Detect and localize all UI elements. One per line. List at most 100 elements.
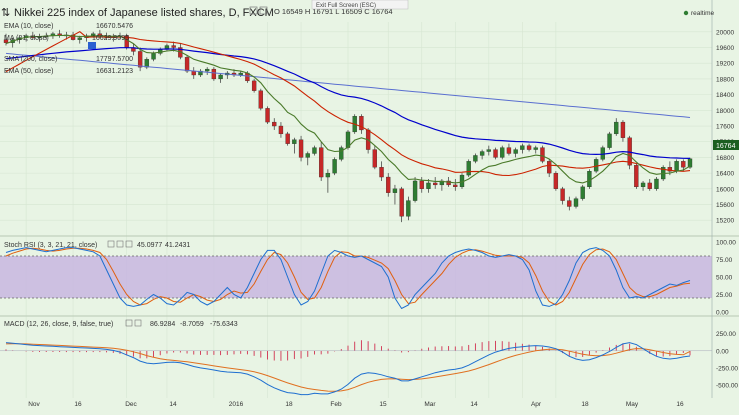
candle-body <box>681 161 686 168</box>
stoch-tick-label: 0.00 <box>716 310 729 317</box>
price-moving-averages <box>5 31 691 184</box>
stoch-tick-label: 25.00 <box>716 292 733 299</box>
settings-toggle-icon[interactable] <box>259 6 268 15</box>
candle-body <box>493 149 498 158</box>
indicator-legend: EMA (10, close) 16670.5476 MA (21, close… <box>4 23 133 75</box>
stoch-legend-label[interactable]: Stoch RSI (3, 3, 21, 21, close) <box>4 242 97 249</box>
visibility-toggle-icon[interactable] <box>249 6 258 15</box>
sma200-legend-label[interactable]: SMA (200, close) <box>4 56 57 63</box>
macd-settings-icon[interactable] <box>125 319 133 327</box>
candle-body <box>506 147 512 154</box>
last-price-label: 16764 <box>716 143 736 150</box>
ema50-legend-value: 16631.2123 <box>96 68 133 75</box>
macd-lines <box>5 342 691 396</box>
candle-body <box>473 155 478 162</box>
candle-body <box>211 68 217 80</box>
stoch-close-icon[interactable] <box>125 240 133 248</box>
macd-line-value: -75.6343 <box>210 321 238 328</box>
macd-tick-label: -500.00 <box>716 383 738 390</box>
stoch-settings-icon[interactable] <box>107 240 115 248</box>
candle-body <box>593 159 599 172</box>
ema50-legend-label[interactable]: EMA (50, close) <box>4 68 53 75</box>
candle-body <box>399 188 404 217</box>
candle-body <box>292 139 297 144</box>
stoch-hide-icon[interactable] <box>116 240 124 248</box>
time-tick-label: Feb <box>330 401 342 408</box>
candle-body <box>547 161 552 174</box>
candle-body <box>520 145 525 150</box>
time-axis[interactable]: Nov 16 Dec 14 2016 18 Feb 15 Mar 14 Apr 18 May 16 <box>28 401 684 408</box>
candle-body <box>674 161 679 172</box>
candle-body <box>486 149 491 152</box>
candle-body <box>184 57 190 72</box>
price-tick-label: 15600 <box>716 202 734 209</box>
macd-signal-value: -8.7059 <box>180 321 204 328</box>
macd-legend: MACD (12, 26, close, 9, false, true) 86.… <box>4 319 238 328</box>
ema10-legend-label[interactable]: EMA (10, close) <box>4 23 53 30</box>
exit-fullscreen-text[interactable]: Exit Full Screen (ESC) <box>316 3 376 9</box>
price-tick-label: 18000 <box>716 108 734 115</box>
ema50-line <box>5 47 691 159</box>
stoch-d-value: 41.2431 <box>165 242 190 249</box>
time-tick-label: 15 <box>379 401 387 408</box>
price-tick-label: 15200 <box>716 218 734 225</box>
price-tick-label: 17600 <box>716 124 734 131</box>
time-tick-label: 18 <box>285 401 293 408</box>
candle-body <box>526 145 532 150</box>
candle-body <box>238 72 243 76</box>
macd-tick-label: -250.00 <box>716 365 738 372</box>
candle-body <box>191 70 196 76</box>
candle-body <box>251 80 257 91</box>
ma21-legend-label[interactable]: MA (21, close) <box>4 35 49 42</box>
candle-body <box>319 147 324 178</box>
stoch-legend: Stoch RSI (3, 3, 21, 21, close) 45.0977 … <box>4 240 190 249</box>
candle-body <box>433 182 438 186</box>
candle-body <box>614 121 619 135</box>
macd-legend-label[interactable]: MACD (12, 26, close, 9, false, true) <box>4 321 113 328</box>
time-tick-label: 2016 <box>229 401 244 408</box>
ema10-line <box>5 34 691 184</box>
collapse-arrows-icon[interactable]: ⇅ <box>1 7 10 19</box>
realtime-indicator: realtime <box>683 10 715 17</box>
time-tick-label: Dec <box>125 401 137 408</box>
stoch-k-value: 45.0977 <box>137 242 162 249</box>
candle-body <box>305 153 310 158</box>
stoch-tick-label: 50.00 <box>716 275 733 282</box>
realtime-label: realtime <box>691 10 715 17</box>
candle-body <box>419 180 424 189</box>
ma21-legend-value: 16629.9095 <box>92 35 129 42</box>
time-tick-label: 18 <box>581 401 589 408</box>
candle-body <box>607 133 612 148</box>
candle-body <box>426 182 431 189</box>
candle-body <box>500 147 505 158</box>
candle-body <box>386 176 391 193</box>
last-price-tag <box>713 140 739 150</box>
ema10-legend-value: 16670.5476 <box>96 23 133 30</box>
chart-header: ⇅ Nikkei 225 index of Japanese listed sh… <box>0 0 393 22</box>
candle-body <box>325 172 331 178</box>
candle-body <box>77 37 82 40</box>
candle-body <box>3 39 9 43</box>
candle-body <box>573 198 579 207</box>
candle-body <box>466 161 471 176</box>
candle-body <box>332 159 337 174</box>
price-tick-label: 18400 <box>716 92 734 99</box>
candle-body <box>278 125 284 135</box>
candle-body <box>412 180 418 201</box>
time-tick-label: Nov <box>28 401 40 408</box>
macd-hide-icon[interactable] <box>134 319 142 327</box>
time-tick-label: Mar <box>424 401 436 408</box>
candle-body <box>312 147 317 154</box>
time-tick-label: 16 <box>74 401 82 408</box>
macd-tick-label: 0.00 <box>716 348 729 355</box>
candle-body <box>567 200 572 207</box>
price-tick-label: 18800 <box>716 76 734 83</box>
exit-fullscreen-banner[interactable]: Exit Full Screen (ESC) <box>311 0 409 10</box>
time-tick-label: May <box>626 401 639 408</box>
macd-hist-value: 86.9284 <box>150 321 175 328</box>
candle-body <box>634 165 639 188</box>
time-tick-label: 16 <box>676 401 684 408</box>
